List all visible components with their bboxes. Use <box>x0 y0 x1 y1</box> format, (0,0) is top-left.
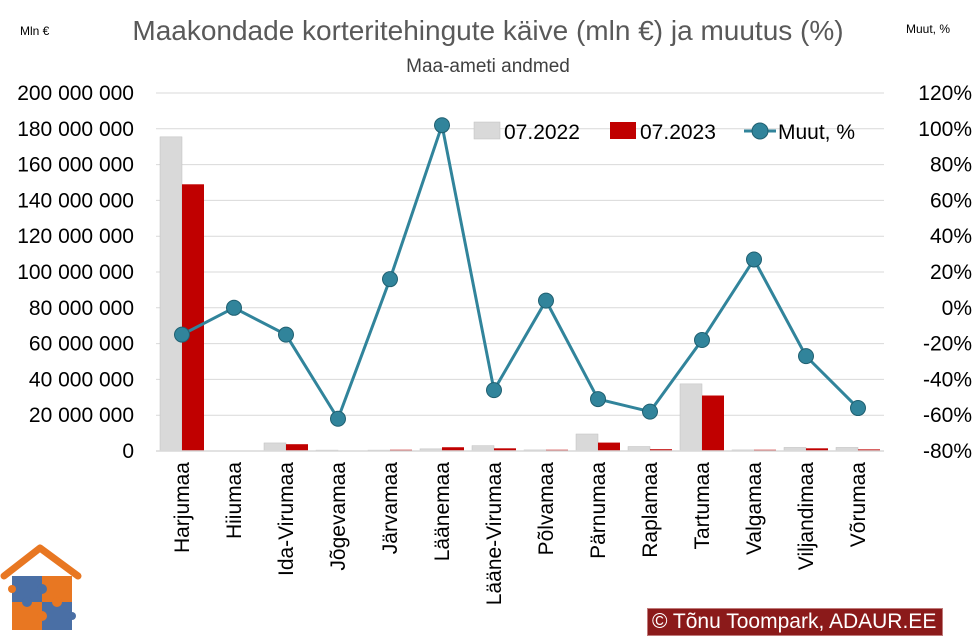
legend-swatch-07-2022 <box>473 121 501 140</box>
left-tick-label: 180 000 000 <box>17 118 134 141</box>
legend: 07.2022 07.2023 Muut, % <box>473 121 855 144</box>
change-marker <box>694 332 710 349</box>
change-line <box>174 117 866 427</box>
bars <box>159 136 880 452</box>
category-label: Valgamaa <box>743 462 766 555</box>
right-tick-label: 100% <box>918 118 972 141</box>
category-label: Pärnumaa <box>587 462 610 559</box>
left-tick-label: 140 000 000 <box>17 189 134 212</box>
left-tick-label: 20 000 000 <box>29 404 134 427</box>
change-marker <box>434 117 450 134</box>
category-label: Jõgevamaa <box>327 462 350 571</box>
category-labels: Harjumaa Hiiumaa Ida-Virumaa Jõgevamaa Järva… <box>171 462 870 606</box>
category-label: Viljandimaa <box>795 462 818 570</box>
legend-label-07-2023: 07.2023 <box>640 121 716 144</box>
bar-07-2023 <box>650 449 672 451</box>
right-tick-label: -40% <box>923 368 972 391</box>
left-tick-label: 200 000 000 <box>17 82 134 105</box>
right-axis-ticks: -80% -60% -40% -20% 0% 20% 40% 60% 80% 100% 120% <box>918 82 972 463</box>
credit-label: © Tõnu Toompark, ADAUR.EE <box>647 608 944 636</box>
legend-label-change: Muut, % <box>778 121 855 144</box>
left-tick-label: 60 000 000 <box>29 333 134 356</box>
change-marker <box>538 292 554 309</box>
category-label: Tartumaa <box>691 462 714 550</box>
change-marker <box>486 382 502 399</box>
legend-marker-change <box>751 122 769 140</box>
bar-07-2023 <box>598 442 620 451</box>
right-tick-label: 40% <box>930 225 972 248</box>
right-axis-unit: Muut, % <box>906 22 950 36</box>
category-label: Harjumaa <box>171 462 194 553</box>
left-tick-label: 0 <box>122 440 134 463</box>
left-tick-label: 40 000 000 <box>29 368 134 391</box>
left-axis-unit: Mln € <box>20 24 50 38</box>
category-label: Läänemaa <box>431 462 454 562</box>
legend-swatch-07-2023 <box>610 122 636 139</box>
bar-07-2023 <box>494 448 516 451</box>
bar-07-2022 <box>471 445 495 452</box>
bar-07-2022 <box>575 433 599 452</box>
right-tick-label: -80% <box>923 440 972 463</box>
left-tick-label: 120 000 000 <box>17 225 134 248</box>
change-marker <box>226 299 242 316</box>
gridlines <box>156 92 884 416</box>
bar-07-2023 <box>806 448 828 451</box>
bar-07-2023 <box>286 444 308 451</box>
legend-label-07-2022: 07.2022 <box>504 121 580 144</box>
change-marker <box>746 251 762 268</box>
change-marker <box>382 271 398 288</box>
category-label: Ida-Virumaa <box>275 462 298 576</box>
house-puzzle-logo-icon <box>0 544 82 630</box>
bar-07-2023 <box>182 184 204 452</box>
category-label: Lääne-Virumaa <box>483 462 506 606</box>
chart-subtitle: Maa-ameti andmed <box>406 56 570 77</box>
change-marker <box>278 326 294 343</box>
right-tick-label: -60% <box>923 404 972 427</box>
category-label: Põlvamaa <box>535 462 558 556</box>
right-tick-label: 120% <box>918 82 972 105</box>
right-tick-label: 60% <box>930 189 972 212</box>
change-marker <box>850 400 866 417</box>
category-label: Raplamaa <box>639 462 662 558</box>
left-tick-label: 80 000 000 <box>29 297 134 320</box>
right-tick-label: -20% <box>923 333 972 356</box>
category-label: Järvamaa <box>379 462 402 555</box>
category-label: Hiiumaa <box>223 462 246 539</box>
right-tick-label: 0% <box>942 297 972 320</box>
change-marker <box>642 403 658 420</box>
change-marker <box>174 326 190 343</box>
left-tick-label: 160 000 000 <box>17 154 134 177</box>
change-line-path <box>181 119 860 423</box>
bar-07-2022 <box>263 442 287 452</box>
bar-07-2023 <box>858 449 880 451</box>
chart-title: Maakondade korteritehingute käive (mln €… <box>132 15 843 46</box>
change-marker <box>798 348 814 365</box>
left-tick-label: 100 000 000 <box>17 261 134 284</box>
bar-07-2023 <box>442 447 464 451</box>
right-tick-label: 20% <box>930 261 972 284</box>
change-marker <box>330 410 346 427</box>
right-tick-label: 80% <box>930 154 972 177</box>
bar-07-2022 <box>679 383 703 452</box>
category-label: Võrumaa <box>847 462 870 548</box>
left-axis-ticks: 0 20 000 000 40 000 000 60 000 000 80 000 00… <box>17 82 134 463</box>
bar-07-2023 <box>702 395 724 451</box>
change-marker <box>590 391 606 408</box>
bar-07-2022 <box>159 136 183 452</box>
